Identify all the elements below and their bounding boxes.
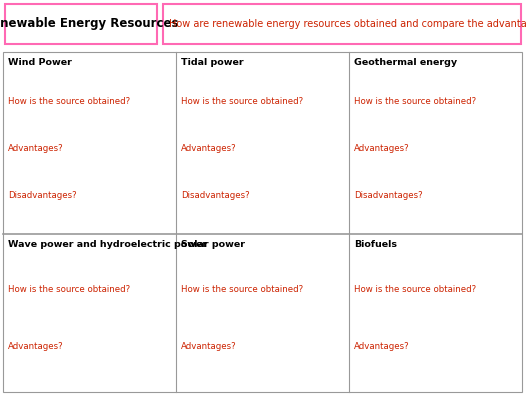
- Text: Advantages?: Advantages?: [181, 144, 237, 153]
- Text: Advantages?: Advantages?: [8, 144, 64, 153]
- Text: Wave power and hydroelectric power: Wave power and hydroelectric power: [8, 240, 207, 249]
- Text: How is the source obtained?: How is the source obtained?: [181, 97, 303, 106]
- Text: Biofuels: Biofuels: [354, 240, 397, 249]
- Text: Disadvantages?: Disadvantages?: [354, 192, 422, 201]
- Text: Geothermal energy: Geothermal energy: [354, 58, 457, 67]
- FancyBboxPatch shape: [3, 52, 522, 392]
- Text: Advantages?: Advantages?: [354, 144, 410, 153]
- FancyBboxPatch shape: [5, 4, 157, 44]
- Text: How are renewable energy resources obtained and compare the advantages: How are renewable energy resources obtai…: [169, 19, 526, 29]
- Text: Tidal power: Tidal power: [181, 58, 244, 67]
- Text: Renewable Energy Resources: Renewable Energy Resources: [0, 17, 179, 30]
- Text: How is the source obtained?: How is the source obtained?: [354, 97, 476, 106]
- Text: Disadvantages?: Disadvantages?: [181, 192, 250, 201]
- Text: Wind Power: Wind Power: [8, 58, 72, 67]
- Text: How is the source obtained?: How is the source obtained?: [181, 285, 303, 294]
- Text: Solar power: Solar power: [181, 240, 245, 249]
- FancyBboxPatch shape: [163, 4, 521, 44]
- Text: Advantages?: Advantages?: [354, 342, 410, 351]
- Text: Advantages?: Advantages?: [181, 342, 237, 351]
- Text: How is the source obtained?: How is the source obtained?: [8, 97, 130, 106]
- Text: Advantages?: Advantages?: [8, 342, 64, 351]
- Text: How is the source obtained?: How is the source obtained?: [354, 285, 476, 294]
- Text: How is the source obtained?: How is the source obtained?: [8, 285, 130, 294]
- Text: Disadvantages?: Disadvantages?: [8, 192, 77, 201]
